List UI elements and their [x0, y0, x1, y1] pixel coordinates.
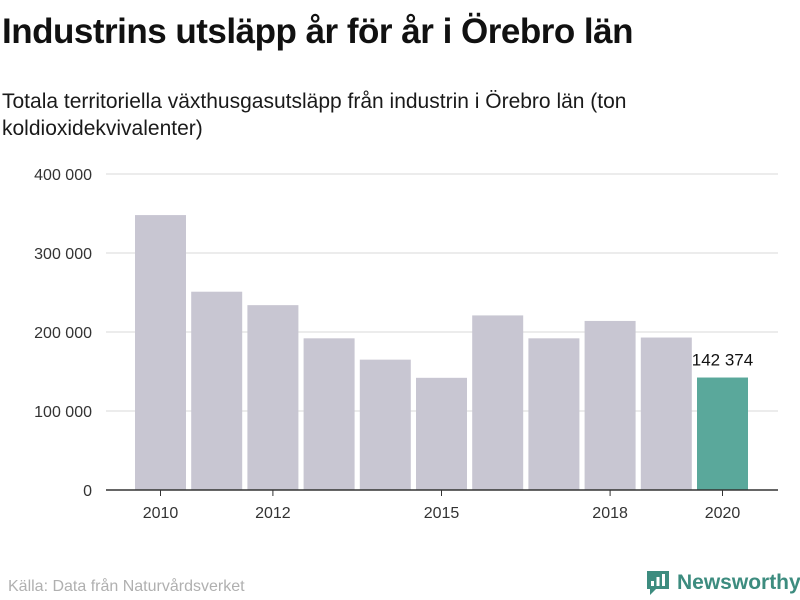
data-label: 142 374	[692, 351, 753, 370]
bar-2018	[584, 320, 636, 490]
data-labels: 142 374	[692, 351, 753, 370]
chart-subtitle: Totala territoriella växthusgasutsläpp f…	[2, 90, 627, 140]
bar-2015	[416, 377, 467, 490]
y-tick-label: 400 000	[34, 167, 92, 184]
bar-2014	[359, 359, 411, 490]
x-tick-label: 2018	[592, 505, 628, 522]
bar-2017	[528, 338, 580, 490]
x-tick-label: 2020	[705, 505, 741, 522]
bar-2020	[697, 377, 748, 490]
x-tick-label: 2015	[424, 505, 460, 522]
newsworthy-logo[interactable]: Newsworthy	[645, 567, 800, 599]
bars	[135, 215, 748, 490]
newsworthy-logo-icon	[647, 571, 669, 595]
bar-2016	[472, 315, 524, 490]
bar-2019	[640, 337, 692, 490]
y-tick-label: 200 000	[34, 325, 92, 342]
bar-2012	[247, 305, 299, 490]
bar-2010	[135, 215, 186, 490]
chart-title: Industrins utsläpp år för år i Örebro lä…	[2, 12, 634, 51]
brand-name: Newsworthy	[677, 571, 800, 594]
bar-2013	[303, 338, 355, 490]
bar-2011	[191, 291, 243, 490]
y-tick-label: 300 000	[34, 246, 92, 263]
x-tick-label: 2012	[255, 505, 291, 522]
bar-chart: 0 100 000 200 000 300 000 400 000 142 374 20…	[34, 167, 778, 522]
y-tick-label: 100 000	[34, 404, 92, 421]
y-tick-label: 0	[83, 483, 92, 500]
y-axis-ticks: 0 100 000 200 000 300 000 400 000	[34, 167, 92, 500]
x-tick-label: 2010	[143, 505, 179, 522]
source-note: Källa: Data från Naturvårdsverket	[8, 578, 245, 595]
x-axis-ticks: 2010 2012 2015 2018 2020	[106, 489, 778, 522]
